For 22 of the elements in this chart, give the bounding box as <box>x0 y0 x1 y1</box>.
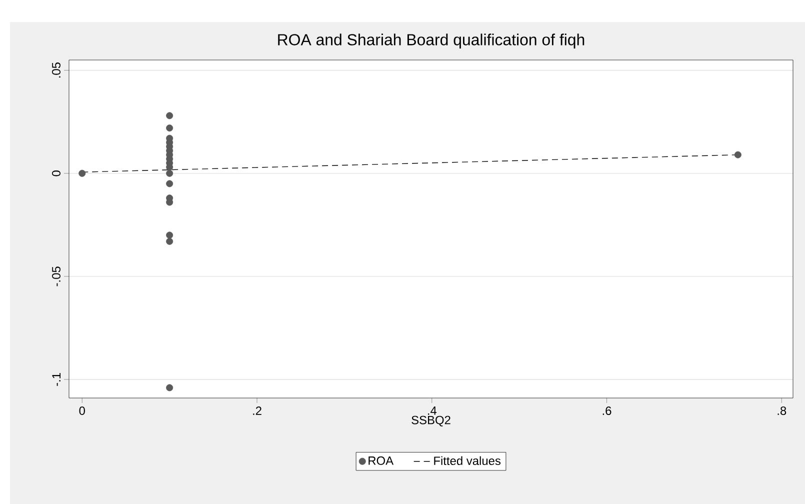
chart-title: ROA and Shariah Board qualification of fiqh <box>278 34 584 49</box>
x-axis-title: SSBQ2 <box>412 416 450 426</box>
point <box>166 232 174 239</box>
legend-label: Fitted values <box>434 456 501 466</box>
point <box>78 170 86 177</box>
point <box>166 170 174 177</box>
y-tick-label: -.1 <box>52 373 60 386</box>
y-tick-label: .05 <box>52 62 60 78</box>
point <box>166 124 174 132</box>
point <box>166 238 174 245</box>
point <box>734 151 742 158</box>
x-tick-label: .8 <box>778 406 786 415</box>
x-tick-label: .6 <box>602 406 612 415</box>
point <box>166 112 174 120</box>
point <box>166 180 174 188</box>
x-tick-label: .2 <box>253 406 262 415</box>
point <box>166 384 174 392</box>
x-tick-label: 0 <box>79 406 85 415</box>
y-tick-label: 0 <box>52 170 60 176</box>
x-tick-label: .4 <box>428 406 437 415</box>
legend-label: ROA <box>368 456 394 465</box>
y-tick-label: -.05 <box>52 266 60 286</box>
